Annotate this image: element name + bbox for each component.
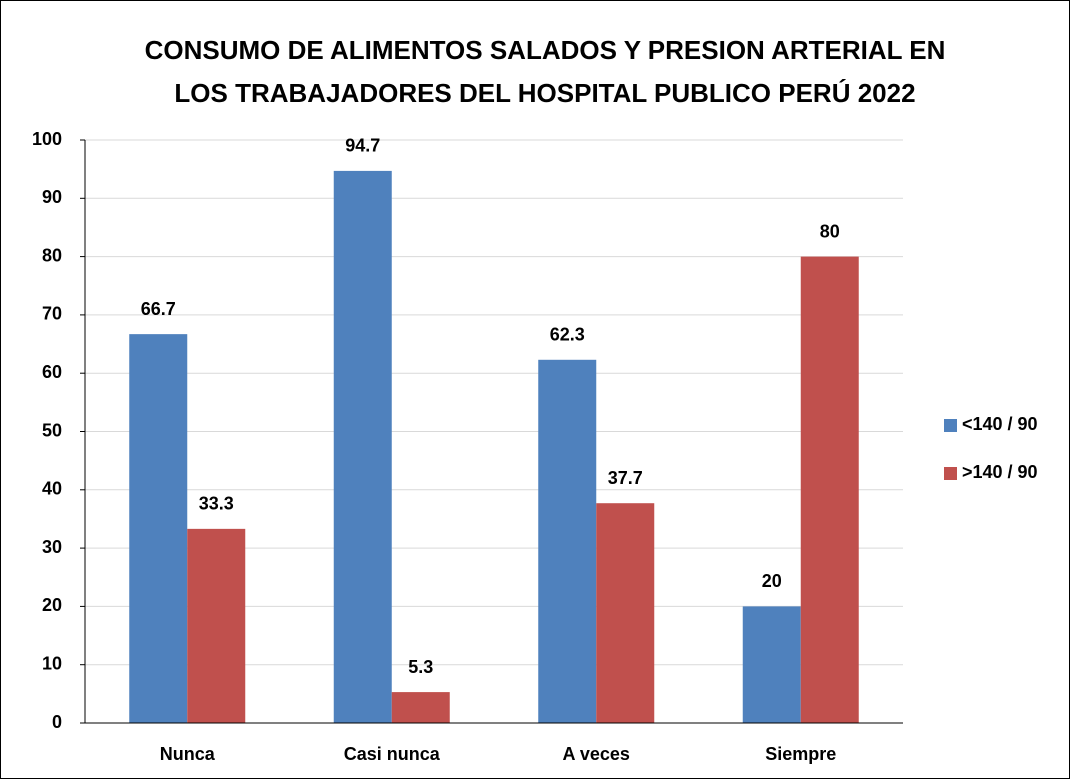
bar bbox=[187, 528, 246, 723]
y-tick-label: 80 bbox=[42, 245, 62, 265]
x-tick-label: A veces bbox=[563, 744, 630, 764]
y-tick-label: 50 bbox=[42, 420, 62, 440]
bar bbox=[333, 170, 392, 724]
y-tick-label: 30 bbox=[42, 537, 62, 557]
data-label: 20 bbox=[762, 571, 782, 591]
bar bbox=[742, 606, 801, 723]
data-label: 37.7 bbox=[608, 468, 643, 488]
y-tick-label: 20 bbox=[42, 595, 62, 615]
bar bbox=[391, 692, 450, 723]
x-tick-label: Nunca bbox=[160, 744, 216, 764]
y-tick-label: 40 bbox=[42, 479, 62, 499]
bar bbox=[538, 359, 597, 723]
x-tick-label: Casi nunca bbox=[344, 744, 441, 764]
chart-title: LOS TRABAJADORES DEL HOSPITAL PUBLICO PE… bbox=[174, 78, 915, 108]
legend-label: >140 / 90 bbox=[962, 462, 1038, 482]
legend-label: <140 / 90 bbox=[962, 414, 1038, 434]
y-tick-label: 10 bbox=[42, 653, 62, 673]
y-tick-label: 0 bbox=[52, 712, 62, 732]
y-tick-label: 70 bbox=[42, 304, 62, 324]
y-tick-label: 60 bbox=[42, 362, 62, 382]
x-tick-label: Siempre bbox=[765, 744, 836, 764]
legend-swatch bbox=[944, 467, 957, 480]
data-label: 80 bbox=[820, 221, 840, 241]
bar bbox=[800, 256, 859, 723]
chart-title: CONSUMO DE ALIMENTOS SALADOS Y PRESION A… bbox=[145, 35, 946, 65]
bar bbox=[596, 503, 655, 723]
data-label: 66.7 bbox=[141, 299, 176, 319]
bar bbox=[129, 334, 188, 723]
data-label: 94.7 bbox=[345, 136, 380, 156]
y-tick-label: 100 bbox=[32, 129, 62, 149]
data-label: 33.3 bbox=[199, 494, 234, 514]
data-label: 62.3 bbox=[550, 325, 585, 345]
data-label: 5.3 bbox=[408, 657, 433, 677]
y-tick-label: 90 bbox=[42, 187, 62, 207]
legend-swatch bbox=[944, 419, 957, 432]
